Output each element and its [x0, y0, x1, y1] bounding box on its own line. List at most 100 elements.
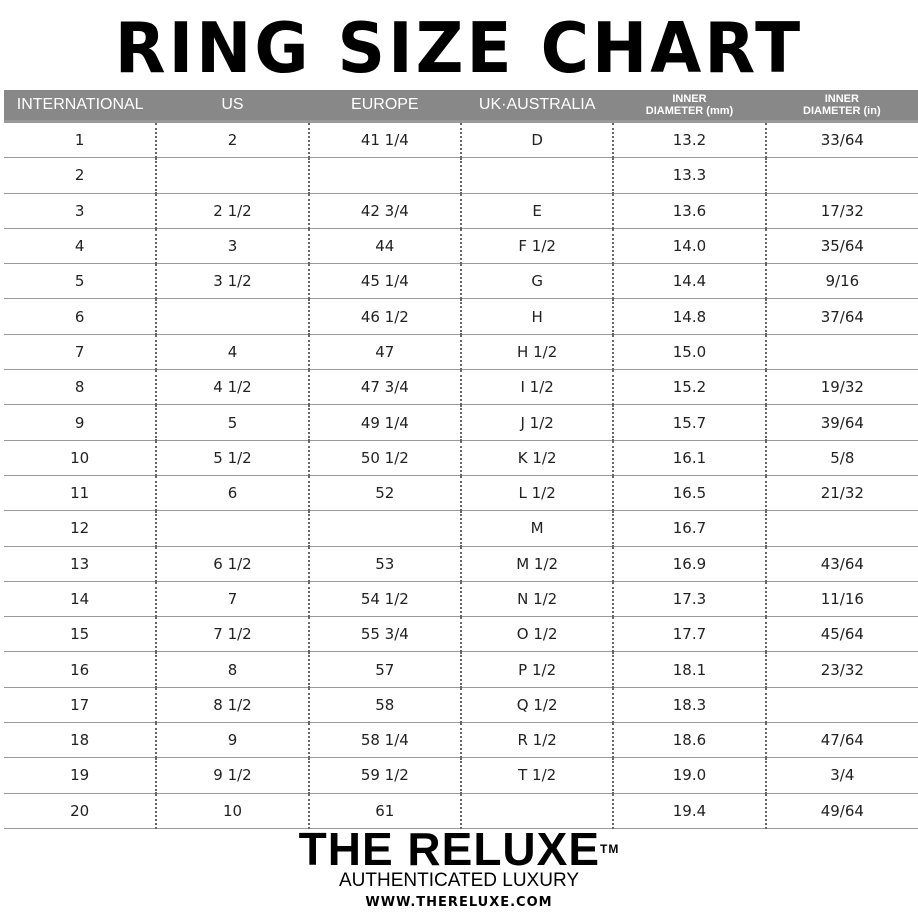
table-row: 15 7 1/2 55 3/4 O 1/2 17.7 45/64 [4, 616, 918, 653]
table-cell: 46 1/2 [307, 298, 461, 335]
table-row: 9 5 49 1/4 J 1/2 15.7 39/64 [4, 404, 918, 441]
table-cell: K 1/2 [459, 440, 614, 476]
table-cell: 50 1/2 [307, 440, 461, 476]
brand-url: WWW.THERELUXE.COM [365, 895, 553, 910]
table-cell: 6 [4, 298, 157, 335]
table-cell: 58 1/4 [307, 722, 461, 759]
table-cell: 13.3 [612, 157, 766, 194]
table-row: 12 M 16.7 [4, 510, 918, 547]
table-cell: 2 1/2 [155, 193, 309, 229]
table-cell: 16.7 [612, 510, 766, 547]
table-row: 1 2 41 1/4 D 13.2 33/64 [4, 119, 918, 159]
table-cell: Q 1/2 [459, 687, 614, 724]
table-cell: 17.3 [612, 581, 766, 618]
table-cell: 11/16 [764, 581, 918, 618]
table-row: 18 9 58 1/4 R 1/2 18.6 47/64 [4, 722, 918, 759]
table-cell: L 1/2 [459, 475, 614, 512]
table-cell: 2 [155, 119, 309, 159]
table-cell: 13.2 [612, 119, 766, 159]
table-cell: 54 1/2 [307, 581, 461, 618]
table-cell: 33/64 [764, 119, 918, 159]
table-cell: 7 [155, 581, 309, 618]
table-cell: 58 [307, 687, 461, 724]
table-cell: 19.4 [612, 793, 766, 829]
column-header-line2: DIAMETER (mm) [645, 105, 734, 117]
table-cell: 49 1/4 [307, 404, 461, 441]
table-row: 20 10 61 19.4 49/64 [4, 793, 918, 829]
table-cell: 16.5 [612, 475, 766, 512]
table-cell [764, 510, 918, 547]
table-cell: 18 [4, 722, 157, 759]
table-cell: D [459, 119, 614, 159]
table-cell: 9 [155, 722, 309, 759]
trademark: TM [600, 842, 620, 856]
table-cell: 37/64 [764, 298, 918, 335]
table-cell: 4 [155, 334, 309, 371]
table-cell: 15 [4, 616, 157, 653]
table-cell: 18.1 [612, 651, 766, 688]
table-cell: 7 [4, 334, 157, 371]
table-cell: 45/64 [764, 616, 918, 653]
table-cell [459, 157, 614, 194]
table-cell: 18.6 [612, 722, 766, 759]
table-cell: 3/4 [764, 757, 918, 794]
table-cell [155, 510, 309, 547]
table-cell: 12 [4, 510, 157, 547]
table-cell: 53 [307, 546, 461, 582]
table-row: 13 6 1/2 53 M 1/2 16.9 43/64 [4, 546, 918, 582]
table-cell: 14.4 [612, 263, 766, 300]
table-cell [764, 687, 918, 724]
table-cell: 5 [155, 404, 309, 441]
table-cell: 44 [307, 228, 461, 265]
table-cell: 5/8 [764, 440, 918, 476]
column-header-line1: INNER [672, 93, 707, 105]
table-cell: 16.9 [612, 546, 766, 582]
table-cell: M [459, 510, 614, 547]
table-cell: 49/64 [764, 793, 918, 829]
table-cell: T 1/2 [459, 757, 614, 794]
table-cell: 15.7 [612, 404, 766, 441]
table-cell [459, 793, 614, 829]
table-row: 2 13.3 [4, 157, 918, 194]
table-cell: 19/32 [764, 369, 918, 406]
table-cell: P 1/2 [459, 651, 614, 688]
table-cell: 6 1/2 [155, 546, 309, 582]
column-header: UK·AUSTRALIA [460, 90, 614, 122]
table-row: 6 46 1/2 H 14.8 37/64 [4, 298, 918, 335]
table-cell: 41 1/4 [307, 119, 461, 159]
table-row: 10 5 1/2 50 1/2 K 1/2 16.1 5/8 [4, 440, 918, 476]
table-cell: 10 [155, 793, 309, 829]
column-header-line2: DIAMETER (in) [803, 105, 881, 117]
table-cell: 4 1/2 [155, 369, 309, 406]
table-cell: 23/32 [764, 651, 918, 688]
brand-logo: THE RELUXETM AUTHENTICATED LUXURY WWW.TH… [0, 826, 918, 910]
table-cell: 61 [307, 793, 461, 829]
table-cell: E [459, 193, 614, 229]
table-row: 17 8 1/2 58 Q 1/2 18.3 [4, 687, 918, 724]
table-cell: 59 1/2 [307, 757, 461, 794]
table-cell: 8 [4, 369, 157, 406]
table-row: 11 6 52 L 1/2 16.5 21/32 [4, 475, 918, 512]
page-title: RING SIZE CHART [114, 8, 804, 89]
table-cell: 7 1/2 [155, 616, 309, 653]
table-cell: 19 [4, 757, 157, 794]
table-cell: 13 [4, 546, 157, 582]
table-cell [155, 298, 309, 335]
table-cell: 45 1/4 [307, 263, 461, 300]
table-cell: 9 1/2 [155, 757, 309, 794]
column-header: US [156, 90, 309, 122]
table-cell: 3 [4, 193, 157, 229]
table-cell: 3 1/2 [155, 263, 309, 300]
table-cell: 14 [4, 581, 157, 618]
table-cell: 35/64 [764, 228, 918, 265]
table-cell: 57 [307, 651, 461, 688]
column-header-line1: INNER [824, 93, 859, 105]
table-cell: I 1/2 [459, 369, 614, 406]
table-body: 1 2 41 1/4 D 13.2 33/64 2 13.3 3 2 1/2 42 3/4 E 13.6… [4, 119, 918, 829]
table-cell: 47/64 [764, 722, 918, 759]
table-cell: 19.0 [612, 757, 766, 794]
column-header: EUROPE [308, 90, 461, 122]
table-cell: 55 3/4 [307, 616, 461, 653]
table-cell: 15.0 [612, 334, 766, 371]
